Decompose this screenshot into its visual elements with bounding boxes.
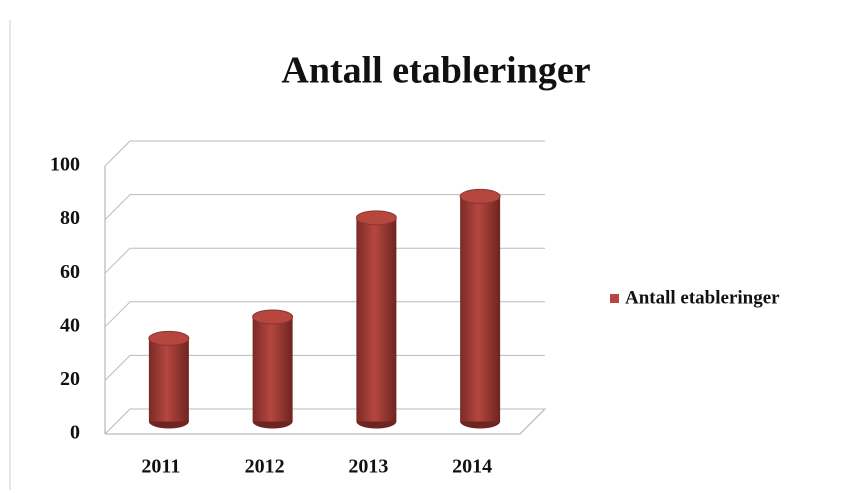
grid-line [104, 140, 545, 167]
legend-label: Antall etableringer [625, 287, 780, 308]
bar [356, 217, 397, 422]
x-tick-label: 2011 [141, 456, 180, 478]
grid-line [104, 301, 545, 328]
bar-top [148, 330, 190, 346]
bar [252, 316, 293, 422]
chart-title: Antall etableringer [281, 50, 590, 92]
y-tick-label: 100 [50, 154, 80, 176]
bar-top [252, 309, 294, 325]
y-tick-label: 40 [60, 314, 80, 336]
bar-top [355, 210, 397, 226]
y-tick-label: 20 [60, 368, 80, 390]
y-tick-label: 0 [70, 422, 80, 444]
bar-top [459, 188, 501, 204]
x-tick-label: 2014 [452, 456, 492, 478]
legend-marker [610, 294, 619, 303]
x-tick-label: 2013 [348, 456, 388, 478]
grid-line [104, 247, 545, 274]
bar [148, 338, 189, 422]
x-tick-label: 2012 [245, 456, 285, 478]
y-tick-label: 60 [60, 261, 80, 283]
grid-line [104, 354, 545, 381]
grid-line [104, 408, 545, 435]
bar [460, 196, 501, 422]
grid-line [104, 194, 545, 220]
y-tick-label: 80 [60, 207, 80, 229]
